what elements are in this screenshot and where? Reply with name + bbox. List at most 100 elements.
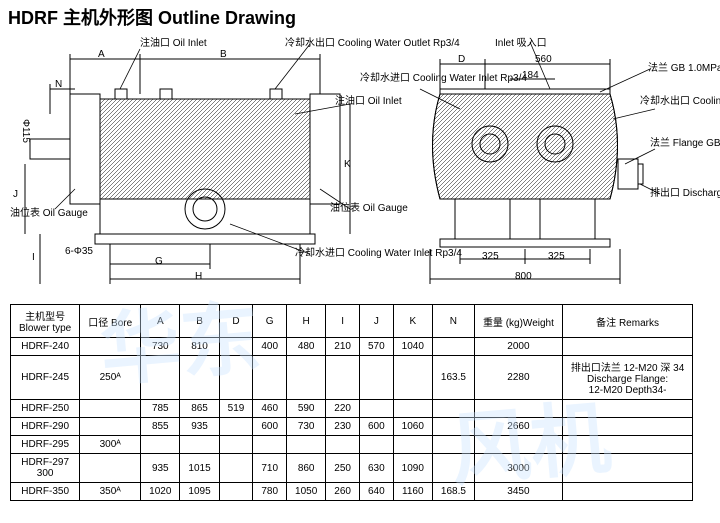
table-cell: 1015 <box>180 454 219 483</box>
table-cell: HDRF-240 <box>11 338 80 356</box>
table-cell: 480 <box>287 338 326 356</box>
table-cell <box>432 338 474 356</box>
flange1-label: 法兰 GB 1.0MPa <box>648 59 720 74</box>
table-cell: HDRF-350 <box>11 483 80 501</box>
dim-325a: 325 <box>482 251 499 262</box>
table-cell: 2000 <box>474 338 562 356</box>
inlet-label: Inlet 吸入口 <box>495 34 547 49</box>
r-cooling-outlet: 冷却水出口 Cooling Water Outlet Rp3/4 <box>640 92 720 107</box>
table-cell <box>219 436 253 454</box>
table-cell: 785 <box>141 400 180 418</box>
table-header: 主机型号 Blower type <box>11 305 80 338</box>
flange2-label: 法兰 Flange GB 1.0MPa <box>650 134 720 149</box>
dim-d: D <box>458 54 465 65</box>
table-cell <box>287 356 326 400</box>
table-row: HDRF-24073081040048021057010402000 <box>11 338 693 356</box>
table-cell: HDRF-295 <box>11 436 80 454</box>
table-cell <box>180 356 219 400</box>
dim-h: H <box>195 271 202 282</box>
table-cell <box>219 338 253 356</box>
oil-inlet-label: 注油口 Oil Inlet <box>140 34 207 49</box>
table-cell: 600 <box>359 418 393 436</box>
page-title: HDRF 主机外形图 Outline Drawing <box>0 0 720 34</box>
dim-g: G <box>155 256 163 267</box>
table-header: J <box>359 305 393 338</box>
table-cell <box>432 400 474 418</box>
table-cell <box>432 418 474 436</box>
table-cell <box>562 400 692 418</box>
table-cell: 519 <box>219 400 253 418</box>
table-header: A <box>141 305 180 338</box>
table-cell: HDRF-290 <box>11 418 80 436</box>
table-row: HDRF-250785865519460590220 <box>11 400 693 418</box>
table-cell: 230 <box>326 418 360 436</box>
table-cell <box>219 418 253 436</box>
table-cell: 640 <box>359 483 393 501</box>
table-cell: 860 <box>287 454 326 483</box>
table-cell: 2660 <box>474 418 562 436</box>
table-cell <box>562 454 692 483</box>
table-cell: 1060 <box>393 418 432 436</box>
table-cell: 220 <box>326 400 360 418</box>
table-row: HDRF-350350ᴬ1020109578010502606401160168… <box>11 483 693 501</box>
table-cell <box>253 436 287 454</box>
table-cell <box>141 356 180 400</box>
table-cell: 1095 <box>180 483 219 501</box>
dim-d115: Φ115 <box>20 119 31 143</box>
table-cell <box>359 400 393 418</box>
table-header: I <box>326 305 360 338</box>
table-row: HDRF-29085593560073023060010602660 <box>11 418 693 436</box>
table-cell: 600 <box>253 418 287 436</box>
discharge-label: 排出口 Discharge <box>650 184 720 199</box>
table-cell <box>180 436 219 454</box>
table-cell: 1090 <box>393 454 432 483</box>
front-view-drawing: Inlet 吸入口 法兰 GB 1.0MPa 冷却水进口 Cooling Wat… <box>400 34 710 294</box>
oil-gauge-label: 油位表 Oil Gauge <box>10 204 88 219</box>
table-cell <box>562 436 692 454</box>
table-cell <box>219 454 253 483</box>
spec-table: 主机型号 Blower type口径 BoreABDGHIJKN重量 (kg)W… <box>10 304 693 501</box>
table-cell <box>562 338 692 356</box>
dim-325b: 325 <box>548 251 565 262</box>
table-cell <box>432 436 474 454</box>
r-cooling-inlet: 冷却水进口 Cooling Water Inlet Rp3/4 <box>360 69 440 84</box>
table-cell <box>80 454 141 483</box>
dim-i: I <box>32 252 35 263</box>
oil-gauge2-label: 油位表 Oil Gauge <box>330 199 408 214</box>
table-cell <box>562 418 692 436</box>
oil-inlet2-label: 注油口 Oil Inlet <box>335 92 402 107</box>
table-cell: 1160 <box>393 483 432 501</box>
table-cell: 210 <box>326 338 360 356</box>
table-cell <box>393 436 432 454</box>
table-cell: 780 <box>253 483 287 501</box>
table-cell <box>474 436 562 454</box>
dim-b: B <box>220 49 227 60</box>
table-row: HDRF-245250ᴬ163.52280排出口法兰 12-M20 深 34 D… <box>11 356 693 400</box>
table-cell: 250ᴬ <box>80 356 141 400</box>
table-cell: 3000 <box>474 454 562 483</box>
dim-k: K <box>344 159 351 170</box>
table-cell: 855 <box>141 418 180 436</box>
table-cell: 630 <box>359 454 393 483</box>
table-cell <box>287 436 326 454</box>
dim-j: J <box>13 189 18 200</box>
table-cell <box>80 418 141 436</box>
table-header: 口径 Bore <box>80 305 141 338</box>
table-cell: 570 <box>359 338 393 356</box>
table-cell <box>219 356 253 400</box>
side-view-drawing: 注油口 Oil Inlet 冷却水出口 Cooling Water Outlet… <box>10 34 390 294</box>
table-header: K <box>393 305 432 338</box>
table-cell: 710 <box>253 454 287 483</box>
table-cell: 300ᴬ <box>80 436 141 454</box>
table-cell: 排出口法兰 12-M20 深 34 Discharge Flange: 12-M… <box>562 356 692 400</box>
table-cell: 730 <box>141 338 180 356</box>
table-cell: 250 <box>326 454 360 483</box>
table-header: H <box>287 305 326 338</box>
table-cell: 1040 <box>393 338 432 356</box>
table-cell: 2280 <box>474 356 562 400</box>
table-cell: 935 <box>141 454 180 483</box>
table-cell: 350ᴬ <box>80 483 141 501</box>
table-cell: 400 <box>253 338 287 356</box>
table-row: HDRF-295300ᴬ <box>11 436 693 454</box>
table-header: D <box>219 305 253 338</box>
